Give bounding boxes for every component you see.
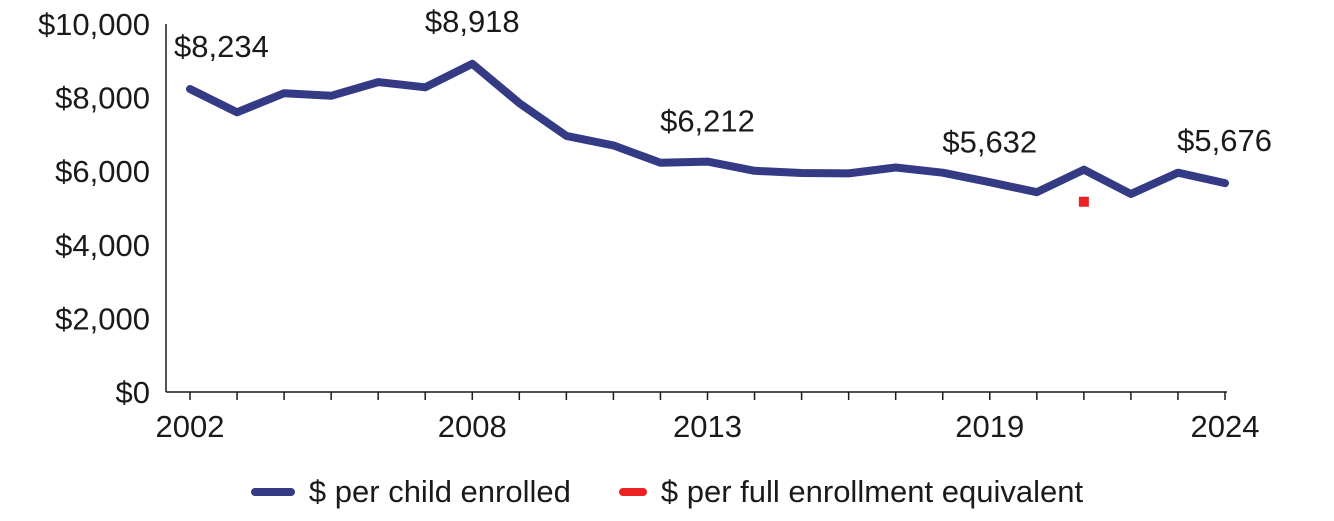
y-tick-label: $6,000 bbox=[55, 154, 150, 189]
chart-legend: $ per child enrolled $ per full enrollme… bbox=[0, 470, 1334, 514]
data-label: $5,676 bbox=[1177, 123, 1272, 158]
legend-label-per-fee: $ per full enrollment equivalent bbox=[660, 474, 1084, 509]
legend-item-per-child: $ per child enrolled bbox=[250, 474, 571, 510]
series-line-per-child bbox=[186, 59, 1229, 198]
y-tick-label: $10,000 bbox=[38, 7, 150, 42]
y-tick-label: $0 bbox=[116, 375, 150, 410]
y-tick-label: $4,000 bbox=[55, 228, 150, 263]
data-label: $8,234 bbox=[174, 29, 269, 64]
data-label: $6,212 bbox=[660, 103, 755, 138]
x-tick-label: 2002 bbox=[156, 409, 225, 444]
legend-label-per-child: $ per child enrolled bbox=[308, 474, 571, 509]
x-tick-label: 2024 bbox=[1191, 409, 1260, 444]
x-tick-label: 2019 bbox=[955, 409, 1024, 444]
y-tick-label: $2,000 bbox=[55, 301, 150, 336]
chart-axes bbox=[165, 24, 1227, 393]
data-label: $8,918 bbox=[425, 4, 520, 39]
y-tick-label: $8,000 bbox=[55, 81, 150, 116]
line-chart: 2002 2008 2013 2019 2024 $0 $2,000 $4,000 $6,000… bbox=[38, 4, 1272, 444]
legend-swatch-per-fee bbox=[618, 488, 647, 496]
x-tick-label: 2013 bbox=[673, 409, 742, 444]
legend-swatch-per-child bbox=[250, 488, 295, 496]
axis-ticks: 2002 2008 2013 2019 2024 $0 $2,000 $4,000 $6,000… bbox=[38, 7, 1260, 444]
chart-labels: $8,234 $8,918 $6,212 $5,632 $5,676 bbox=[174, 4, 1272, 160]
chart-series bbox=[186, 59, 1229, 207]
data-label: $5,632 bbox=[942, 125, 1037, 160]
x-tick-label: 2008 bbox=[438, 409, 507, 444]
legend-item-per-fee: $ per full enrollment equivalent bbox=[618, 474, 1084, 510]
data-point-per-fee bbox=[1078, 196, 1089, 207]
